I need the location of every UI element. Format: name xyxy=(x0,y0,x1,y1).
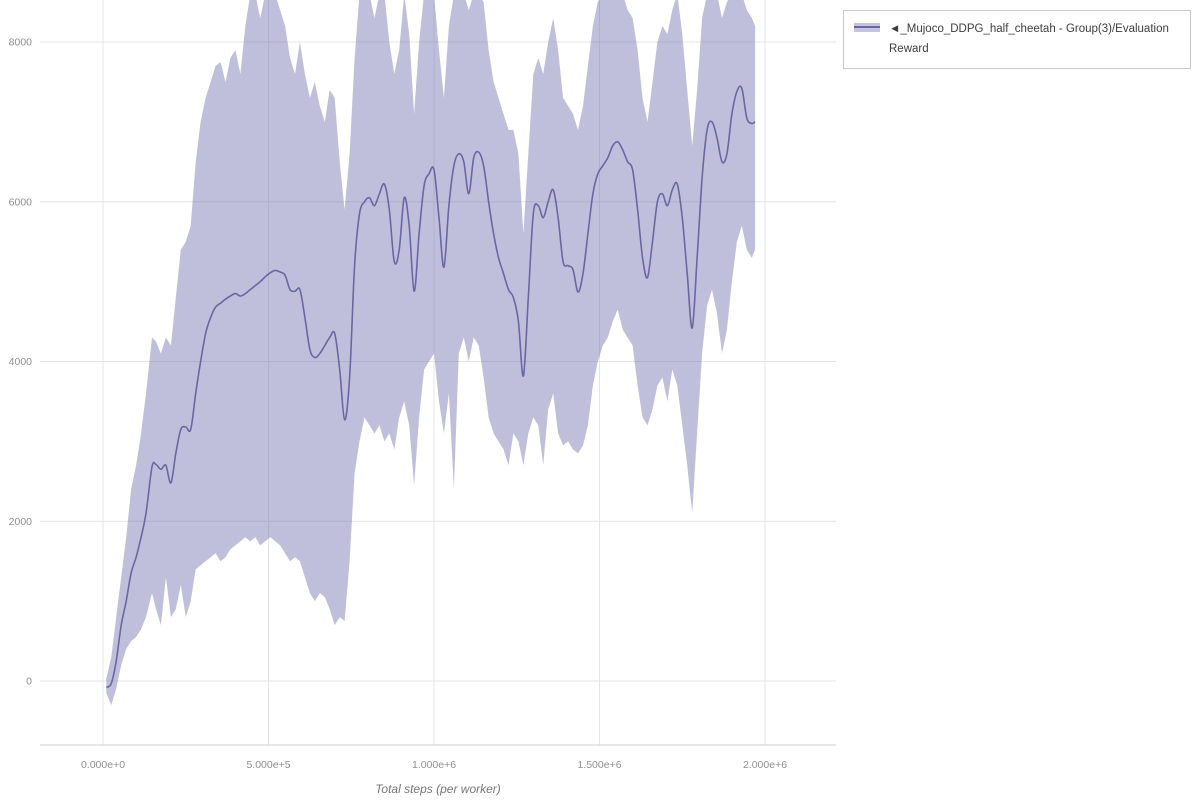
x-tick-label: 5.000e+5 xyxy=(246,759,290,771)
x-tick-label: 1.500e+6 xyxy=(577,759,621,771)
legend-label: ◄_Mujoco_DDPG_half_cheetah - Group(3)/Ev… xyxy=(889,23,1169,56)
x-tick-label: 1.000e+6 xyxy=(412,759,456,771)
confidence-band xyxy=(106,0,756,705)
y-tick-label: 2000 xyxy=(9,516,33,528)
y-tick-label: 0 xyxy=(26,676,32,688)
x-tick-label: 0.000e+0 xyxy=(81,759,125,771)
legend-line-icon xyxy=(854,26,880,28)
grid xyxy=(40,0,836,745)
y-tick-label: 6000 xyxy=(9,196,33,208)
x-tick-label: 2.000e+6 xyxy=(743,759,787,771)
x-axis-title: Total steps (per worker) xyxy=(375,782,501,796)
series-line[interactable] xyxy=(105,85,756,689)
legend-swatch-icon xyxy=(854,23,880,32)
legend[interactable]: ◄_Mujoco_DDPG_half_cheetah - Group(3)/Ev… xyxy=(843,10,1191,70)
y-tick-label: 8000 xyxy=(9,37,33,49)
y-tick-label: 4000 xyxy=(9,356,33,368)
